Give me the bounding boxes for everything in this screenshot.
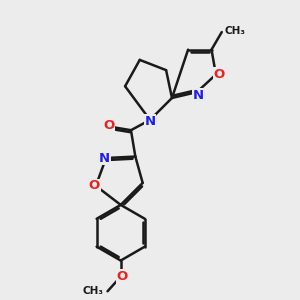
Text: CH₃: CH₃ xyxy=(225,26,246,36)
Text: O: O xyxy=(116,270,128,283)
Text: O: O xyxy=(103,119,115,132)
Text: N: N xyxy=(99,152,110,164)
Text: N: N xyxy=(193,88,204,101)
Text: CH₃: CH₃ xyxy=(82,286,103,296)
Text: O: O xyxy=(213,68,224,81)
Text: N: N xyxy=(144,115,156,128)
Text: O: O xyxy=(89,179,100,192)
